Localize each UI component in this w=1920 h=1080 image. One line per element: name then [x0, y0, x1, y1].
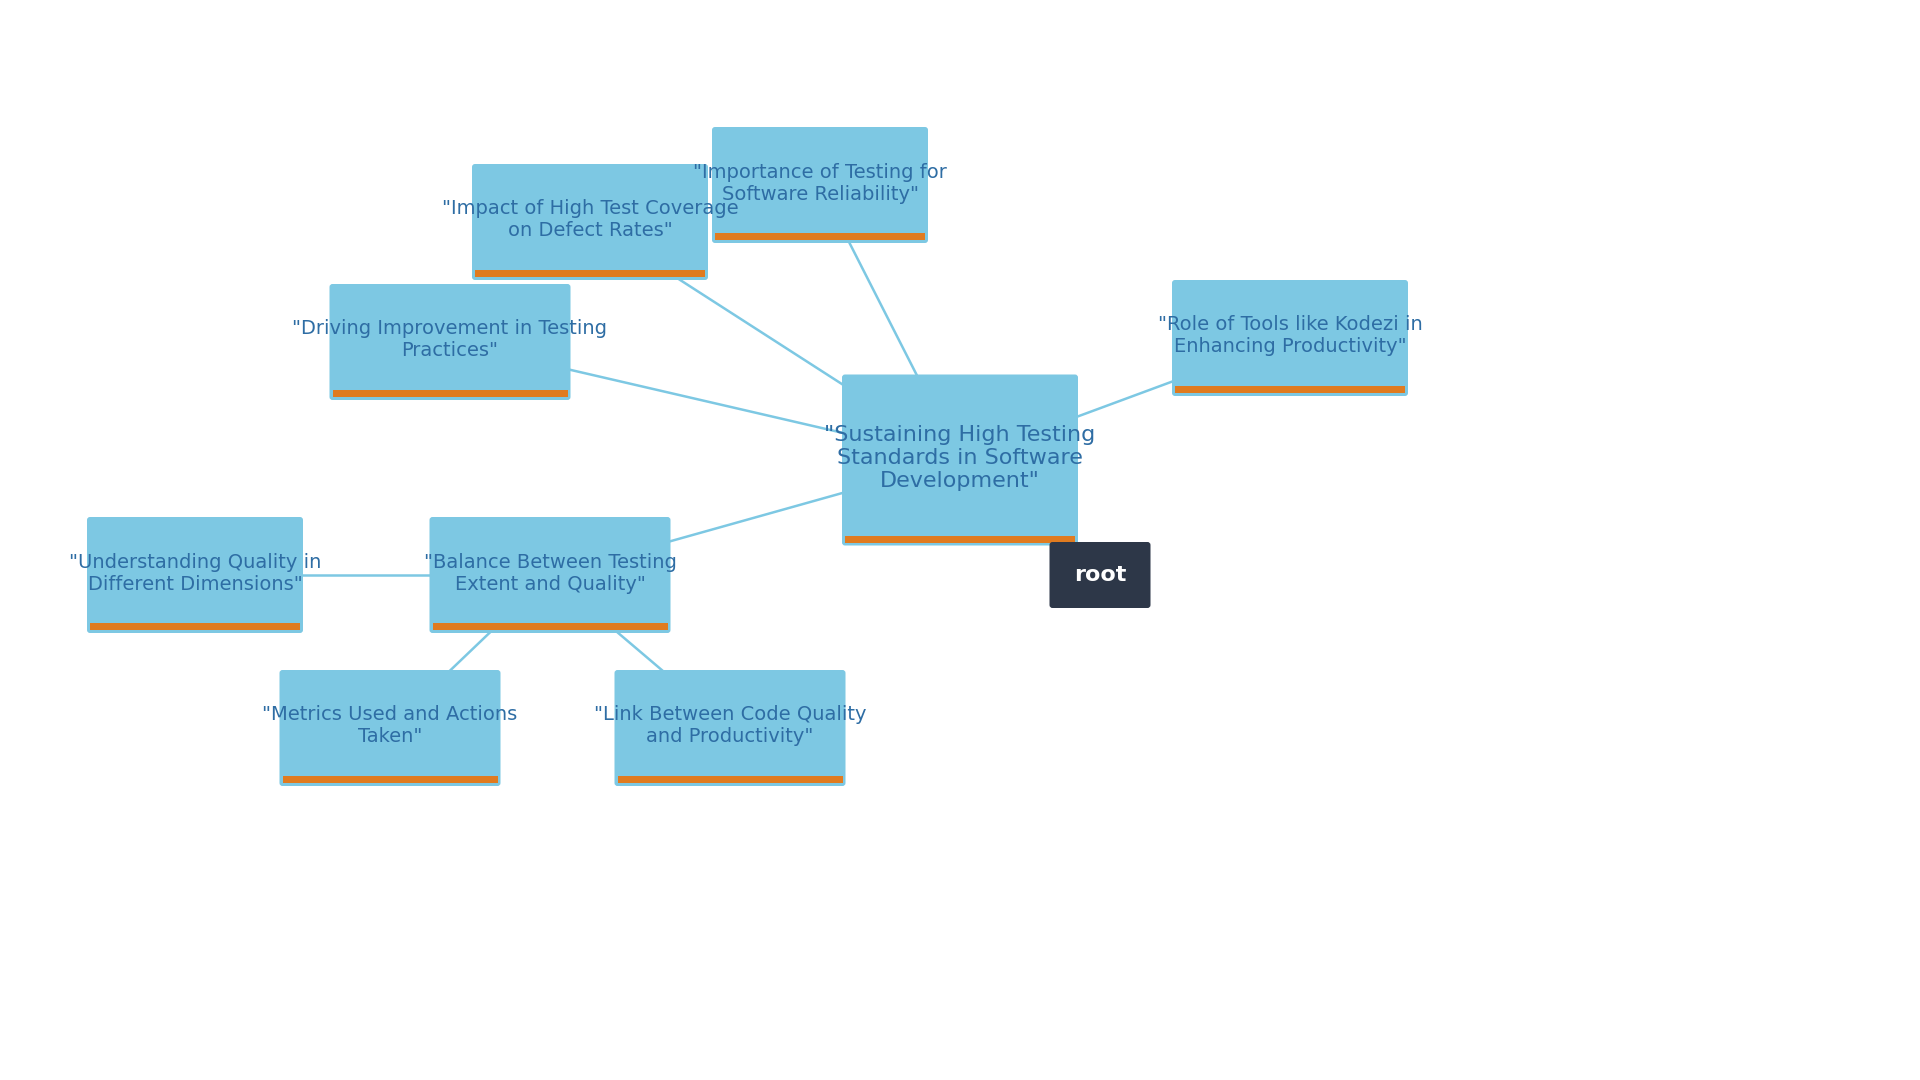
FancyBboxPatch shape — [86, 517, 303, 633]
Text: root: root — [1073, 565, 1127, 585]
Bar — [282, 777, 497, 783]
Bar — [432, 623, 668, 630]
Text: "Metrics Used and Actions
Taken": "Metrics Used and Actions Taken" — [263, 705, 518, 746]
Text: "Link Between Code Quality
and Productivity": "Link Between Code Quality and Productiv… — [593, 705, 866, 746]
FancyBboxPatch shape — [614, 670, 845, 786]
FancyBboxPatch shape — [280, 670, 501, 786]
FancyBboxPatch shape — [430, 517, 670, 633]
Bar — [474, 270, 705, 276]
Text: "Understanding Quality in
Different Dimensions": "Understanding Quality in Different Dime… — [69, 553, 321, 594]
Text: "Role of Tools like Kodezi in
Enhancing Productivity": "Role of Tools like Kodezi in Enhancing … — [1158, 315, 1423, 356]
Bar — [332, 390, 568, 397]
FancyBboxPatch shape — [1171, 280, 1407, 396]
Text: "Impact of High Test Coverage
on Defect Rates": "Impact of High Test Coverage on Defect … — [442, 200, 739, 241]
Bar — [1175, 386, 1405, 393]
Text: "Sustaining High Testing
Standards in Software
Development": "Sustaining High Testing Standards in So… — [824, 424, 1096, 491]
FancyBboxPatch shape — [1050, 542, 1150, 608]
FancyBboxPatch shape — [712, 127, 927, 243]
Bar — [714, 233, 925, 240]
Bar — [90, 623, 300, 630]
Text: "Importance of Testing for
Software Reliability": "Importance of Testing for Software Reli… — [693, 162, 947, 203]
Bar — [845, 536, 1075, 542]
FancyBboxPatch shape — [330, 284, 570, 400]
FancyBboxPatch shape — [472, 164, 708, 280]
FancyBboxPatch shape — [843, 375, 1077, 545]
Bar — [618, 777, 843, 783]
Text: "Balance Between Testing
Extent and Quality": "Balance Between Testing Extent and Qual… — [424, 553, 676, 594]
Text: "Driving Improvement in Testing
Practices": "Driving Improvement in Testing Practice… — [292, 320, 607, 361]
